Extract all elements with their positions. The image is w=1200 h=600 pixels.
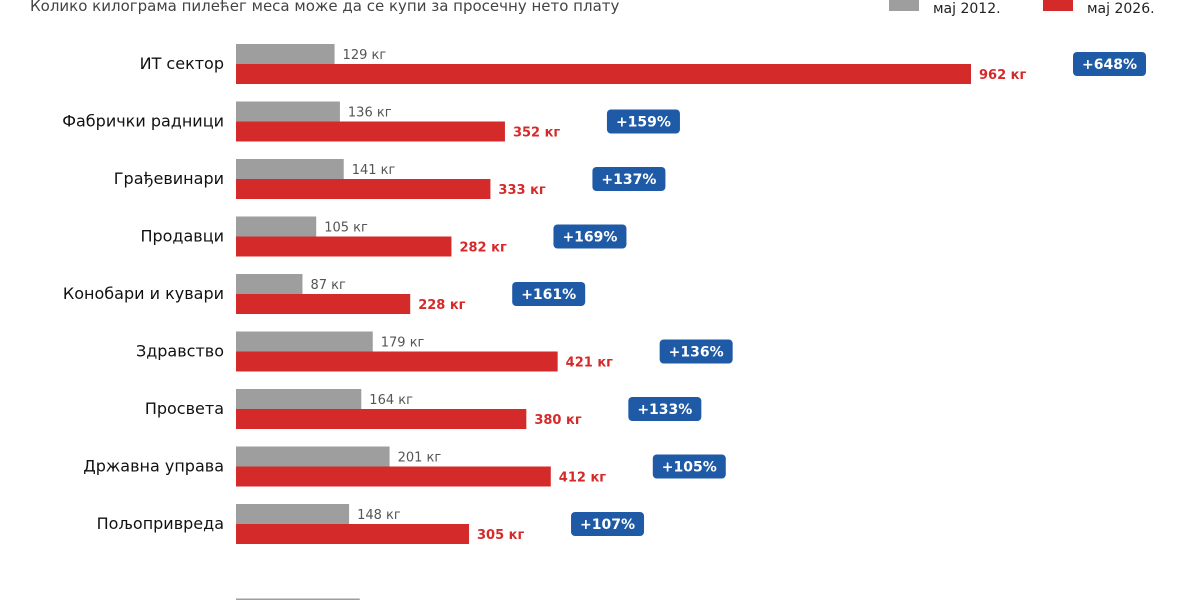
category-label: Пољопривреда: [97, 514, 224, 533]
change-badge: [553, 224, 627, 249]
change-badge: [592, 167, 666, 191]
bar-2026: [236, 121, 505, 142]
category-label: Фабрички радници: [62, 112, 224, 131]
change-badge-label: +133%: [637, 402, 692, 418]
category-label: Државна управа: [83, 457, 224, 476]
change-badge-label: +107%: [580, 517, 635, 533]
value-label-2026: 282 кг: [459, 241, 506, 256]
value-label-2026: 962 кг: [979, 68, 1026, 83]
change-badge: [652, 454, 726, 479]
value-label-2012: 179 кг: [381, 336, 425, 351]
value-label-2012: 148 кг: [357, 508, 401, 523]
value-label-2026: 228 кг: [418, 298, 465, 313]
value-label-2026: 352 кг: [513, 126, 560, 141]
change-badge-label: +159%: [616, 115, 671, 131]
value-label-2026: 305 кг: [477, 528, 524, 543]
value-label-2012: 164 кг: [369, 393, 413, 408]
value-label-2012: 201 кг: [398, 451, 442, 466]
change-badge-label: +161%: [521, 287, 576, 303]
chart-subtitle: Колико килограма пилећег меса може да се…: [30, 0, 620, 15]
bar-2012: [236, 504, 350, 524]
bar-2026: [236, 64, 971, 84]
value-label-2012: 136 кг: [348, 106, 392, 121]
change-badge-label: +648%: [1082, 57, 1137, 73]
value-label-2026: 421 кг: [566, 356, 613, 371]
bar-2026: [236, 466, 551, 487]
change-badge-label: +136%: [669, 345, 724, 361]
value-label-2012: 87 кг: [310, 278, 346, 293]
value-label-2012: 141 кг: [352, 163, 396, 178]
bar-2026: [236, 409, 527, 429]
category-label: Продавци: [140, 227, 224, 246]
legend-label-new: мај 2026.: [1087, 1, 1155, 17]
value-label-2026: 380 кг: [534, 413, 581, 428]
category-label: ИТ сектор: [140, 54, 224, 73]
bar-2012: [236, 101, 340, 122]
change-badge: [1073, 52, 1146, 76]
bar-2026: [236, 351, 558, 372]
legend-swatch-old: [889, 0, 919, 11]
bar-2012: [236, 274, 303, 294]
bar-2012: [236, 389, 362, 409]
bar-2012: [236, 159, 344, 179]
bar-2026: [236, 524, 470, 544]
bar-2012: [236, 44, 335, 64]
change-badge-label: +105%: [662, 460, 717, 476]
change-badge: [606, 109, 680, 134]
bar-2012-partial: [236, 598, 360, 600]
category-label: Конобари и кувари: [63, 284, 224, 303]
category-label: Здравство: [136, 342, 224, 361]
change-badge-label: +169%: [562, 230, 617, 246]
legend-swatch-new: [1043, 0, 1073, 11]
bar-2012: [236, 216, 317, 237]
bar-2026: [236, 294, 411, 314]
category-label: Просвета: [145, 399, 224, 418]
change-badge: [512, 282, 586, 306]
bar-2026: [236, 236, 452, 257]
value-label-2012: 129 кг: [343, 48, 387, 63]
change-badge: [628, 397, 702, 421]
change-badge-label: +137%: [601, 172, 656, 188]
bar-2012: [236, 446, 390, 467]
value-label-2012: 105 кг: [324, 221, 368, 236]
change-badge: [659, 339, 733, 364]
legend-label-old: мај 2012.: [933, 1, 1001, 17]
bar-2026: [236, 179, 491, 199]
value-label-2026: 333 кг: [498, 183, 545, 198]
change-badge: [571, 512, 645, 536]
bar-2012: [236, 331, 373, 352]
category-label: Грађевинари: [114, 169, 224, 188]
value-label-2026: 412 кг: [559, 471, 606, 486]
